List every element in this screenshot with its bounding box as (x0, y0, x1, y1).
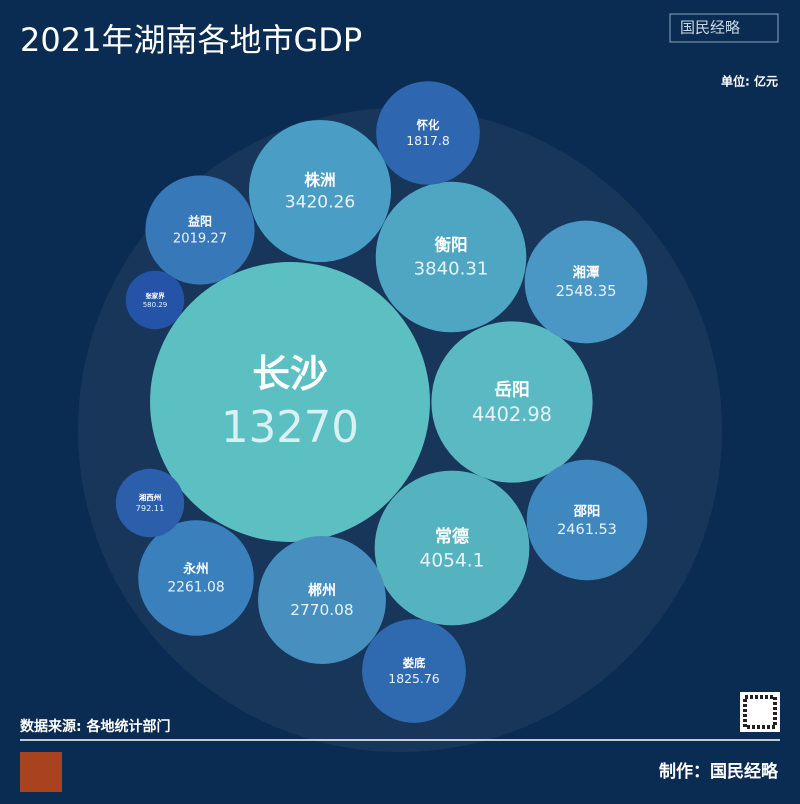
chart-title: 2021年湖南各地市GDP (20, 21, 362, 59)
bubble-label: 怀化 (417, 118, 440, 132)
bubble-label: 娄底 (403, 656, 426, 670)
unit-label: 单位: 亿元 (721, 74, 778, 89)
value-label: 2461.53 (557, 522, 617, 538)
value-label: 2548.35 (556, 283, 617, 300)
value-label: 2019.27 (173, 232, 227, 247)
bubble (115, 468, 185, 538)
bubble (375, 181, 527, 333)
logo: 国民经略 (680, 19, 740, 37)
bubble-label: 永州 (182, 561, 208, 576)
bubbles: 长沙 13270 岳阳 4402.98 常德 4054.1 衡阳 3840.31 株洲 3420.… (115, 81, 648, 723)
bubble (150, 262, 430, 542)
bubble (374, 470, 530, 626)
bubble-label: 常德 (435, 526, 469, 547)
bubble (376, 81, 480, 185)
bubble-label: 株洲 (304, 170, 335, 189)
value-label: 4054.1 (420, 550, 485, 571)
bubble-label: 湘潭 (573, 264, 600, 281)
bubble-label: 湘西州 (139, 492, 162, 502)
bubble (526, 459, 648, 581)
source: 数据来源: 各地统计部门 (20, 718, 170, 735)
value-label: 792.11 (136, 503, 165, 513)
footer-logo (20, 752, 62, 792)
value-label: 13270 (221, 403, 359, 453)
value-label: 580.29 (143, 300, 168, 309)
bubble-label: 邵阳 (573, 503, 601, 519)
value-label: 2770.08 (290, 601, 353, 619)
value-label: 2261.08 (167, 580, 224, 596)
value-label: 1817.8 (406, 133, 450, 148)
value-label: 3840.31 (414, 258, 489, 279)
bubble-label: 长沙 (252, 351, 328, 395)
bubble (138, 520, 254, 636)
bubble (524, 220, 648, 344)
bubble-label: 益阳 (188, 214, 212, 229)
bubble (431, 321, 593, 483)
logo-frame (669, 13, 779, 43)
credit: 制作：国民经略 (659, 761, 779, 782)
bubble (145, 175, 255, 285)
value-label: 3420.26 (285, 193, 356, 213)
bubble-label: 郴州 (308, 582, 336, 599)
value-label: 1825.76 (388, 671, 440, 686)
bubble-label: 岳阳 (494, 379, 529, 400)
bubble (125, 270, 185, 330)
bubble-label: 衡阳 (434, 235, 467, 255)
value-label: 4402.98 (472, 403, 552, 426)
bubble (248, 119, 392, 263)
qr-pattern (743, 695, 777, 729)
bubble (258, 536, 386, 664)
bubble-label: 张家界 (145, 291, 165, 300)
bubble (362, 619, 466, 723)
